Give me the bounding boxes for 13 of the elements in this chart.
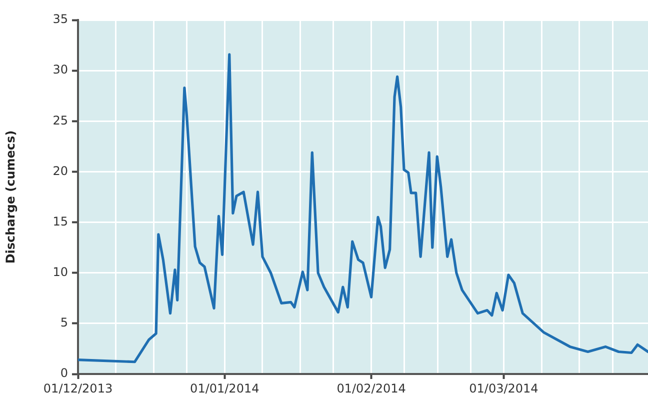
x-tick-label: 01/01/2014 [190, 381, 260, 396]
y-tick-label: 20 [52, 164, 68, 178]
y-tick-label: 15 [52, 214, 68, 228]
y-tick-label: 35 [52, 12, 68, 26]
y-tick-label: 25 [52, 113, 68, 128]
y-axis-title: Discharge (cumecs) [3, 130, 18, 264]
x-tick-label: 01/12/2013 [43, 381, 113, 396]
y-tick-label: 10 [52, 264, 68, 279]
y-tick-label: 5 [60, 316, 68, 330]
y-tick-label: 30 [52, 62, 68, 77]
x-tick-label: 01/03/2014 [469, 381, 538, 396]
x-tick-label: 01/02/2014 [336, 381, 406, 396]
y-tick-label: 0 [60, 366, 68, 380]
